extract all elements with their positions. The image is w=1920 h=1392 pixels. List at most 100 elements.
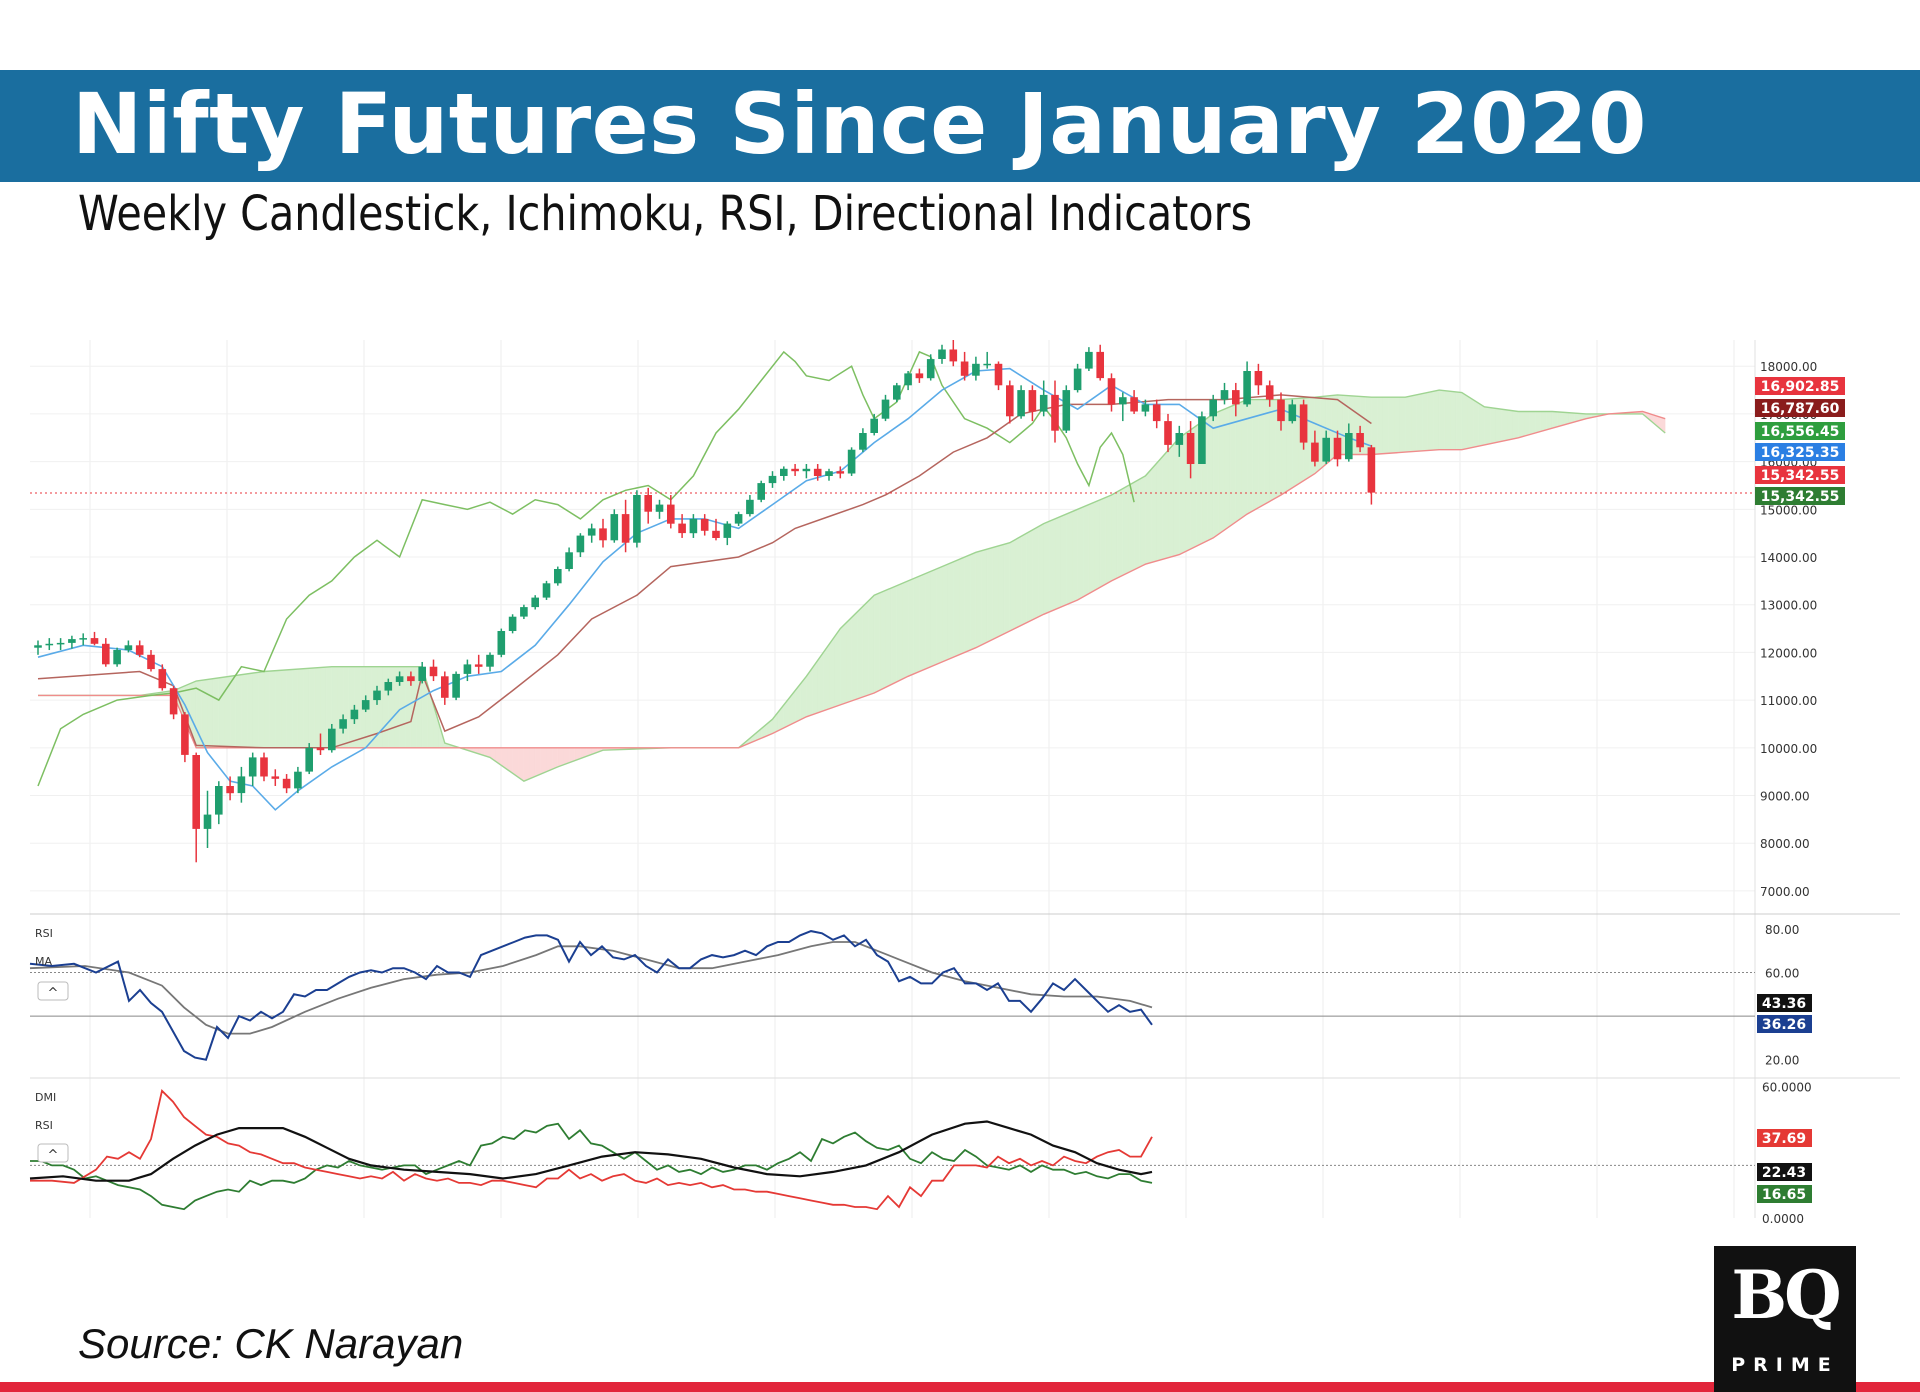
ichimoku-cloud	[981, 548, 988, 646]
plus-di-line	[30, 1122, 1153, 1211]
dmi-panel-label: DMI	[35, 1091, 56, 1104]
candle-body	[124, 645, 133, 651]
candle-body	[407, 676, 415, 682]
ichimoku-cloud	[1535, 411, 1542, 434]
price-label-tag	[1755, 422, 1845, 440]
ichimoku-cloud	[354, 666, 361, 748]
ichimoku-cloud	[1427, 391, 1434, 451]
chart-area: 18000.0017000.0016000.0014000.0013000.00…	[29, 340, 1900, 1226]
ichimoku-cloud	[297, 668, 304, 748]
ichimoku-cloud	[1371, 397, 1378, 455]
candle-body	[1073, 368, 1082, 391]
candle-body	[599, 528, 607, 541]
ichimoku-cloud	[913, 575, 920, 675]
candle-body	[1232, 390, 1240, 405]
ichimoku-cloud	[1382, 397, 1389, 454]
ichimoku-cloud	[885, 587, 892, 688]
rsi-value-tag	[1757, 994, 1812, 1012]
ichimoku-cloud	[1269, 399, 1276, 502]
dmi-axis-tick: 60.0000	[1762, 1080, 1812, 1094]
ichimoku-cloud	[286, 669, 293, 748]
ichimoku-cloud	[1523, 411, 1530, 437]
candle-body	[836, 471, 845, 474]
candle-body	[373, 690, 381, 701]
candle-body	[859, 433, 867, 450]
ichimoku-cloud	[1116, 488, 1124, 579]
price-axis-tick: 7000.00	[1760, 885, 1810, 899]
ichimoku-cloud	[1314, 396, 1321, 475]
candle-body	[1243, 371, 1251, 405]
ichimoku-cloud	[1444, 390, 1451, 450]
chevron-up-icon: ^	[48, 986, 59, 1001]
ichimoku-cloud	[1461, 392, 1468, 450]
ichimoku-cloud	[376, 666, 383, 748]
price-axis-tick: 15000.00	[1760, 503, 1817, 517]
ichimoku-cloud	[1546, 411, 1553, 431]
candle-body	[802, 468, 811, 472]
candle-body	[486, 654, 494, 667]
candle-body	[1096, 351, 1104, 379]
candle-body	[328, 728, 336, 751]
ichimoku-cloud	[1506, 409, 1513, 441]
ichimoku-cloud	[1094, 499, 1101, 591]
candle-body	[700, 518, 709, 531]
ichimoku-cloud	[958, 556, 965, 656]
ichimoku-cloud	[512, 747, 519, 778]
candle-body	[520, 607, 528, 617]
price-axis-tick: 18000.00	[1760, 360, 1817, 374]
rsi-axis-tick: 80.00	[1765, 923, 1799, 937]
candle-body	[1085, 351, 1093, 369]
ichimoku-cloud	[1043, 521, 1050, 615]
ichimoku-cloud	[1241, 399, 1248, 519]
rsi-axis-tick: 60.00	[1765, 967, 1799, 981]
candle-body	[384, 682, 393, 691]
candle-body	[1333, 437, 1342, 460]
candle-body	[576, 535, 585, 553]
candle-body	[215, 786, 223, 815]
candle-body	[655, 504, 664, 512]
ichimoku-cloud	[1212, 411, 1220, 539]
candle-body	[361, 700, 370, 710]
candle-body	[949, 349, 958, 362]
ichimoku-cloud	[1105, 494, 1112, 585]
candle-body	[1277, 399, 1285, 422]
ichimoku-cloud	[902, 580, 909, 680]
ichimoku-cloud	[258, 671, 265, 748]
candle-body	[226, 786, 234, 794]
ichimoku-cloud	[1489, 407, 1496, 444]
ichimoku-cloud	[817, 651, 824, 714]
ichimoku-cloud	[1557, 411, 1564, 427]
candle-body	[689, 518, 698, 534]
candle-body	[1220, 390, 1229, 400]
tenkan-sen-line	[37, 367, 1372, 811]
ichimoku-cloud	[840, 622, 847, 706]
candle-body	[452, 673, 460, 698]
rsi-axis-tick: 20.00	[1765, 1054, 1799, 1068]
candle-body	[113, 650, 121, 665]
dmi-value-text: 37.69	[1762, 1131, 1806, 1147]
ichimoku-cloud	[1309, 396, 1316, 478]
chikou-span-line	[37, 350, 1135, 787]
price-label-tag	[1755, 487, 1845, 505]
ichimoku-cloud	[992, 545, 999, 640]
ichimoku-cloud	[1054, 516, 1061, 610]
collapse-button	[37, 981, 69, 1001]
candle-body	[1028, 390, 1037, 412]
senkou-span-b-line	[38, 410, 1666, 749]
ichimoku-cloud	[828, 635, 835, 710]
ichimoku-cloud	[314, 667, 321, 748]
ichimoku-cloud	[1405, 395, 1412, 453]
ichimoku-cloud	[1139, 475, 1146, 568]
ichimoku-cloud	[218, 676, 225, 748]
ichimoku-cloud	[891, 585, 897, 685]
candle-body	[169, 688, 178, 715]
ichimoku-cloud	[207, 678, 214, 748]
ichimoku-cloud	[523, 747, 530, 782]
dmi-value-tag	[1757, 1129, 1812, 1147]
price-axis-tick: 9000.00	[1760, 790, 1810, 804]
ichimoku-cloud	[1156, 456, 1163, 562]
ichimoku-cloud	[1020, 532, 1028, 626]
candle-body	[1367, 447, 1376, 493]
rsi-value-text: 43.36	[1762, 996, 1806, 1012]
candle-body	[960, 361, 969, 376]
